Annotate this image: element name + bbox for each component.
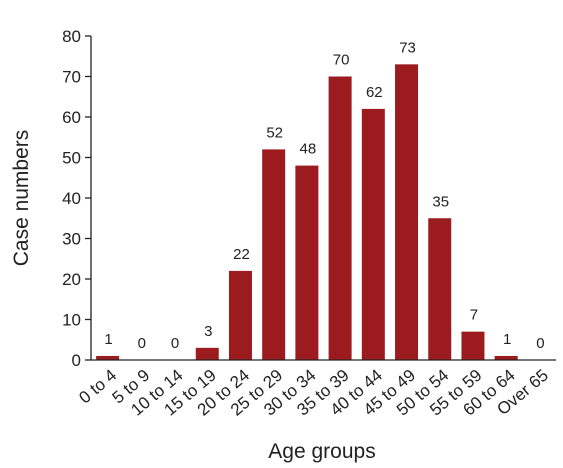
data-label: 0 — [536, 335, 544, 352]
data-label: 3 — [204, 323, 212, 340]
data-label: 0 — [138, 335, 146, 352]
bar — [328, 76, 352, 360]
y-axis-ticks: 0 10 20 30 40 50 60 70 80 — [62, 27, 91, 370]
data-label: 0 — [171, 335, 179, 352]
y-axis-title: Case numbers — [10, 130, 33, 267]
data-label: 7 — [470, 307, 478, 324]
y-tick-label: 0 — [72, 351, 81, 370]
bar — [295, 165, 319, 360]
data-label: 70 — [333, 52, 350, 69]
data-labels: 1 0 0 3 22 52 48 70 62 73 35 7 1 0 — [104, 39, 544, 352]
data-label: 35 — [432, 193, 449, 210]
data-label: 62 — [366, 84, 383, 101]
y-tick-label: 40 — [62, 189, 81, 208]
y-tick-label: 70 — [62, 68, 81, 87]
bar — [461, 331, 485, 360]
bar — [361, 108, 385, 361]
data-label: 1 — [503, 331, 511, 348]
bar — [228, 270, 252, 360]
bars — [96, 64, 518, 361]
bar — [428, 218, 452, 360]
bar — [494, 355, 518, 360]
x-tick-label: 0 to 4 — [75, 366, 120, 408]
data-label: 52 — [266, 124, 283, 141]
y-tick-label: 60 — [62, 108, 81, 127]
data-label: 73 — [399, 39, 416, 56]
data-label: 1 — [104, 331, 112, 348]
bar — [262, 149, 286, 360]
y-tick-label: 50 — [62, 149, 81, 168]
y-tick-label: 80 — [62, 27, 81, 46]
data-label: 22 — [233, 246, 250, 263]
x-axis-title: Age groups — [268, 440, 375, 463]
bar — [96, 355, 120, 360]
bar — [395, 64, 419, 360]
y-tick-label: 20 — [62, 270, 81, 289]
y-tick-label: 10 — [62, 311, 81, 330]
data-label: 48 — [300, 141, 317, 158]
bar — [195, 347, 219, 360]
y-tick-label: 30 — [62, 230, 81, 249]
